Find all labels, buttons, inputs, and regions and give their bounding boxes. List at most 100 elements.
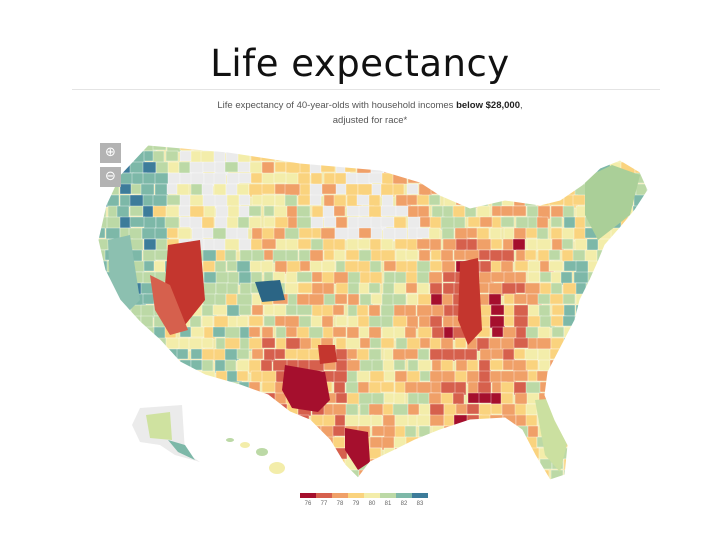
county-cell [226, 172, 240, 185]
county-cell [501, 249, 515, 263]
county-cell [442, 436, 456, 448]
county-cell [142, 458, 158, 470]
county-cell [273, 227, 286, 241]
county-cell [117, 425, 130, 439]
county-cell [358, 392, 375, 406]
county-cell [454, 337, 467, 349]
region-colorado [255, 280, 285, 302]
county-cell [310, 238, 325, 251]
county-cell [119, 469, 134, 480]
county-cell [237, 161, 251, 173]
county-cell [476, 145, 491, 151]
county-cell [117, 392, 134, 406]
county-cell [202, 436, 219, 449]
county-cell [550, 282, 563, 295]
county-cell [441, 227, 455, 240]
county-cell [658, 261, 671, 274]
county-cell [152, 194, 168, 208]
county-cell [524, 348, 539, 361]
county-cell [249, 414, 263, 428]
county-cell [562, 205, 575, 219]
county-cell [274, 161, 287, 173]
county-cell [563, 161, 577, 175]
county-cell [635, 381, 648, 395]
legend-labels: 76 77 78 79 80 81 82 83 [300, 501, 428, 507]
county-cell [406, 183, 419, 195]
county-cell [609, 481, 623, 494]
county-cell [501, 282, 517, 295]
county-cell [515, 469, 531, 480]
county-cell [549, 381, 566, 396]
county-cell [191, 145, 208, 151]
zoom-in-icon: ⊕ [105, 145, 116, 160]
county-cell [309, 260, 323, 273]
county-cell [189, 381, 204, 396]
zoom-out-icon: ⊖ [105, 169, 116, 184]
county-cell [584, 392, 600, 406]
county-cell [284, 315, 301, 329]
zoom-in-button[interactable]: ⊕ [100, 143, 121, 163]
county-cell [488, 293, 502, 306]
county-cell [260, 359, 273, 373]
county-cell [105, 381, 120, 396]
county-cell [369, 260, 382, 274]
county-cell [98, 447, 109, 462]
county-cell [525, 403, 538, 416]
county-cell [202, 458, 215, 473]
county-cell [431, 458, 448, 473]
county-cell [563, 370, 579, 383]
county-cell [502, 447, 515, 459]
county-cell [633, 238, 646, 250]
county-cell [620, 145, 635, 152]
county-cell [274, 414, 290, 428]
county-cell [537, 145, 552, 151]
county-cell [392, 150, 406, 162]
caption-income-threshold: below $28,000 [456, 100, 520, 111]
county-cell [261, 172, 276, 185]
county-cell [98, 238, 110, 251]
county-cell [575, 447, 588, 462]
zoom-out-button[interactable]: ⊖ [100, 167, 121, 187]
county-cell [503, 458, 520, 472]
county-cell [116, 436, 132, 450]
county-cell [503, 172, 517, 184]
county-cell [381, 458, 398, 473]
county-cell [536, 370, 553, 382]
county-cell [610, 425, 624, 437]
county-cell [501, 145, 517, 151]
county-cell [284, 282, 300, 295]
county-cell [394, 145, 407, 151]
county-cell [346, 326, 360, 340]
county-cell [347, 282, 361, 295]
county-cell [251, 403, 266, 415]
county-cell [587, 315, 604, 327]
county-cell [284, 194, 298, 208]
county-cell [203, 205, 216, 219]
county-cell [489, 249, 504, 263]
county-cell [657, 272, 670, 284]
county-cell [489, 315, 506, 329]
county-cell [285, 458, 298, 470]
county-cell [143, 447, 159, 459]
county-cell [201, 337, 214, 349]
legend-swatch [316, 493, 332, 498]
county-cell [620, 447, 636, 461]
county-cell [587, 370, 600, 382]
county-cell [128, 370, 141, 384]
county-cell [261, 381, 278, 393]
county-cell [479, 348, 493, 362]
legend-label: 78 [336, 501, 344, 507]
county-cell [273, 304, 288, 317]
county-cell [239, 481, 254, 491]
county-cell [250, 370, 264, 383]
county-cell [142, 293, 155, 305]
county-cell [407, 481, 418, 491]
county-cell [645, 348, 648, 362]
county-cell [524, 249, 537, 261]
county-cell [224, 337, 241, 350]
county-cell [647, 326, 648, 338]
county-cell [551, 370, 566, 385]
county-cell [488, 172, 504, 184]
county-cell [536, 216, 549, 229]
